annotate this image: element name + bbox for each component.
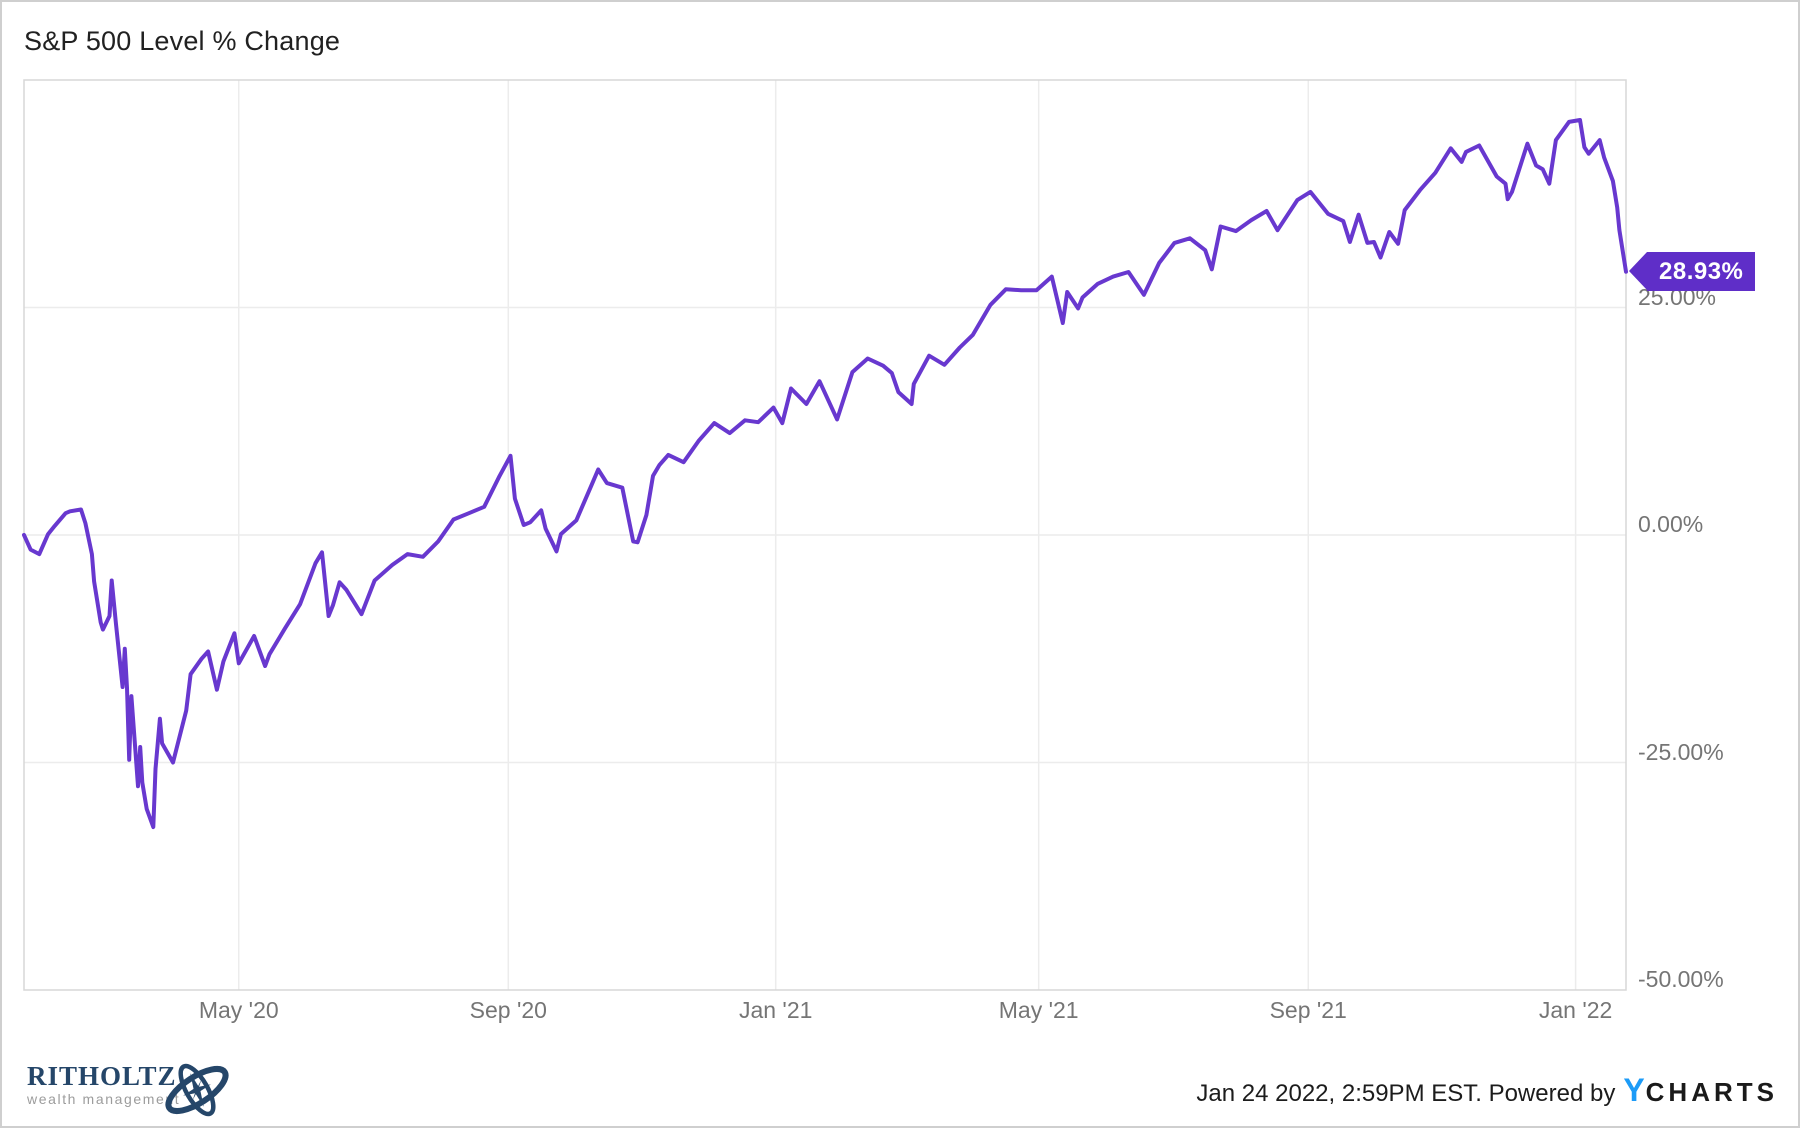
attribution-text: Jan 24 2022, 2:59PM EST. Powered by	[1196, 1080, 1616, 1107]
x-axis-label: May '21	[998, 997, 1079, 1023]
chart-title: S&P 500 Level % Change	[24, 26, 341, 56]
y-axis-label: 0.00%	[1638, 511, 1704, 537]
x-axis-label: Sep '21	[1269, 997, 1347, 1023]
last-value-badge: 28.93%	[1629, 252, 1756, 292]
x-axis-label: May '20	[198, 997, 279, 1023]
ritholtz-logo-subtitle: wealth management	[27, 1091, 181, 1107]
x-axis-label: Jan '22	[1538, 997, 1613, 1023]
badge-arrow-icon	[1629, 252, 1647, 291]
ycharts-logo-y: Y	[1623, 1072, 1646, 1108]
x-axis-label: Sep '20	[469, 997, 547, 1023]
attribution: Jan 24 2022, 2:59PM EST. Powered by Y CHA…	[1196, 1072, 1778, 1112]
ritholtz-logo[interactable]: RITHOLTZ wealth management	[27, 1062, 257, 1122]
ycharts-logo[interactable]: Y CHARTS	[1623, 1072, 1778, 1109]
badge-value: 28.93%	[1659, 258, 1744, 286]
ritholtz-logo-name: RITHOLTZ	[27, 1061, 177, 1091]
ycharts-logo-charts: CHARTS	[1645, 1077, 1778, 1107]
ritholtz-globe-icon	[165, 1063, 229, 1117]
y-axis-label: -25.00%	[1638, 738, 1724, 765]
x-axis-label: Jan '21	[738, 997, 813, 1023]
y-axis-label: -50.00%	[1638, 966, 1724, 992]
